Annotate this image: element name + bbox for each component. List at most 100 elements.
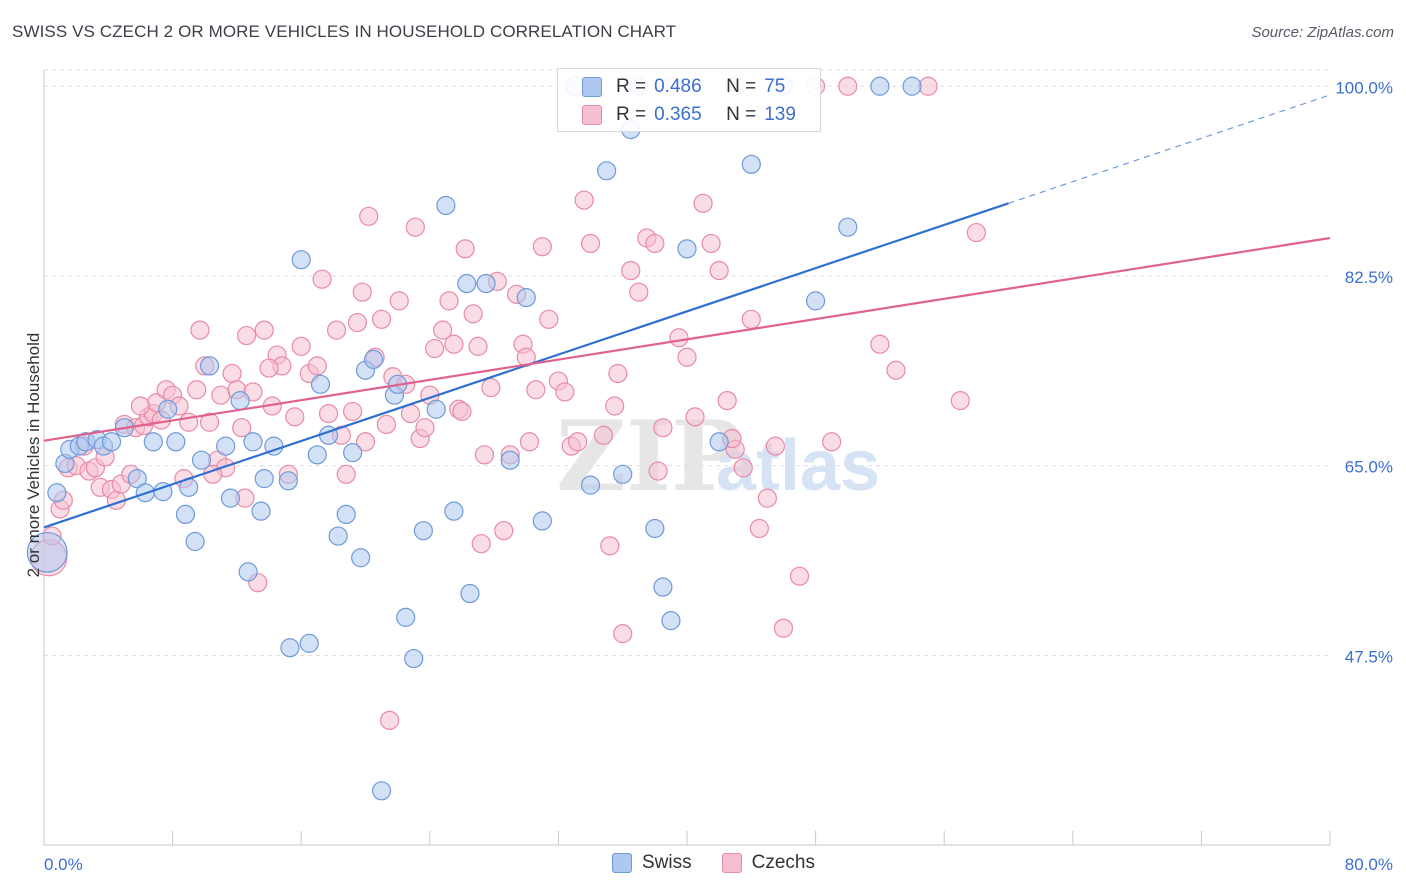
czech-point [950,390,970,411]
swiss-legend-label: Swiss [642,852,692,873]
chart-title: SWISS VS CZECH 2 OR MORE VEHICLES IN HOU… [12,22,677,41]
swiss-point [661,611,681,631]
czech-point [463,304,483,324]
swiss-point [677,239,697,259]
czech-point [693,193,713,213]
czech-point [677,347,697,367]
czech-point [285,407,305,427]
swiss-point [166,432,186,452]
swiss-point [476,273,496,294]
czech-point [613,624,633,644]
swiss-point [243,432,263,452]
czech-point [918,76,938,96]
swiss-point [328,526,348,546]
swiss-point [230,390,250,411]
swiss-swatch [582,77,602,97]
czech-point [389,291,409,311]
y-tick-label: 100.0% [1335,78,1393,97]
czech-point [709,260,729,281]
swiss-point [413,521,433,541]
x-tick-label-max: 80.0% [1345,855,1393,874]
swiss-point [709,432,729,452]
czech-point [870,334,890,354]
swiss-point [653,577,673,597]
czech-point [474,445,495,465]
legend-row-czech: R = 0.365 N = 139 [558,101,796,129]
swiss-point [216,436,236,456]
czech-point [415,418,435,438]
czech-point [494,521,514,541]
swiss-point [363,349,384,370]
swiss-point [838,217,858,237]
swiss-point [191,450,212,470]
swiss-point [351,548,371,568]
swiss-point [26,531,68,573]
swiss-r-value: 0.486 [654,76,702,97]
swiss-point [805,291,826,311]
czech-point [629,282,649,302]
swiss-point [500,450,520,470]
swiss-n-value: 75 [764,76,786,97]
swiss-point [153,482,173,502]
czech-point [645,233,665,254]
series-legend: Swiss Czechs [612,852,845,874]
czech-point [343,401,363,422]
swiss-point [278,471,298,491]
czech-point [519,432,540,452]
swiss-point [613,464,633,484]
czech-point [352,282,372,302]
czech-point [307,356,327,376]
swiss-point [254,469,274,489]
czech-point [701,233,721,254]
swiss-point [404,648,424,669]
czech-point [733,458,753,478]
czech-point [621,260,641,281]
czech-point [574,190,594,210]
swiss-point [396,607,416,627]
swiss-point [199,356,220,376]
czech-point [605,396,625,416]
czech-point [347,312,368,333]
czech-point [608,363,628,384]
legend-item-czechs: Czechs [721,852,815,874]
swiss-point [310,374,331,394]
swiss-point [460,583,480,604]
czech-point [471,534,491,554]
czech-point [600,536,620,556]
czech-point [653,418,673,438]
swiss-r-label: R = [616,76,647,97]
swiss-point [645,518,665,539]
swiss-point [532,511,552,531]
czech-point [236,325,257,346]
czech-point [439,291,459,311]
czech-r-value: 0.365 [654,104,702,125]
czech-point [405,217,425,237]
czech-point [336,464,356,484]
czech-point [187,380,207,400]
czech-point [211,385,231,405]
czech-point [222,363,242,384]
swiss-point [220,488,241,508]
czech-point [568,432,588,452]
czech-point [593,425,614,445]
czech-point [433,320,453,340]
czech-point [318,404,339,424]
czech-legend-label: Czechs [751,852,815,873]
czech-point [376,414,396,435]
czech-point [259,358,279,378]
correlation-legend: R = 0.486 N = 75 R = 0.365 N = 139 [557,68,821,132]
czech-point [765,436,786,456]
czech-point [380,710,400,730]
czech-point [452,401,472,422]
czech-point [355,432,376,452]
swiss-point [158,399,178,419]
czech-point [648,461,668,481]
swiss-point [741,154,761,174]
czech-n-value: 139 [764,104,796,125]
swiss-point [291,250,311,270]
czech-n-label: N = [726,104,757,125]
x-tick-label-min: 0.0% [44,855,83,874]
czech-point [371,309,392,329]
chart-source: Source: ZipAtlas.com [1251,24,1394,41]
